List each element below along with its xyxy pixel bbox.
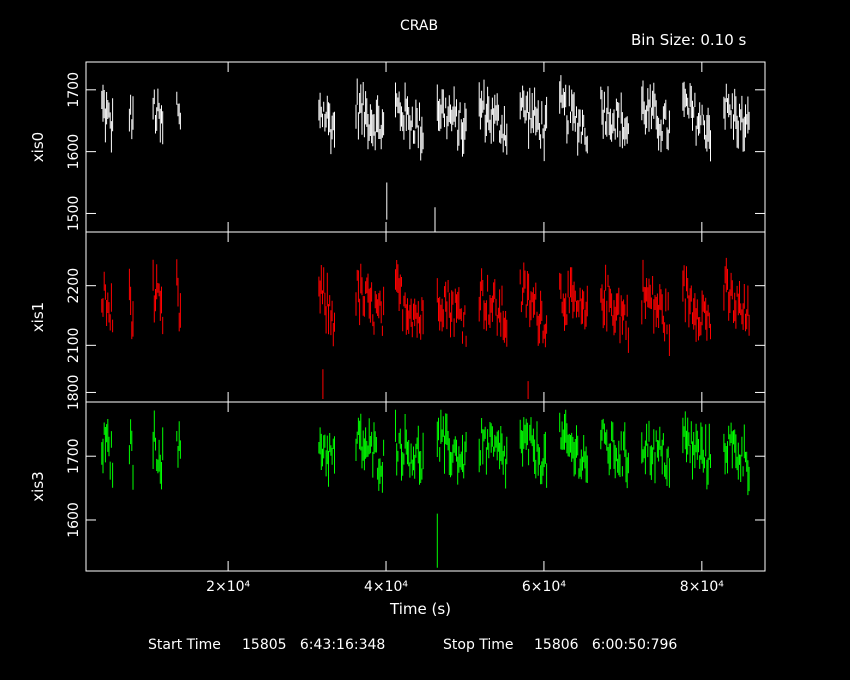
series-xis1-data: [101, 257, 750, 399]
x-tick-label: 8×10⁴: [680, 579, 724, 595]
series-label-xis3: xis3: [29, 471, 47, 501]
chart-title: CRAB: [400, 18, 439, 34]
panel-frame-xis0: [85, 61, 766, 233]
bin-size-label: Bin Size: 0.10 s: [631, 31, 747, 49]
x-tick-label: 2×10⁴: [206, 579, 250, 595]
series-label-xis1: xis1: [29, 302, 47, 332]
panel-frame-xis3: [85, 401, 766, 572]
y-tick-label-xis0: 1600: [66, 134, 82, 170]
y-tick-label-xis1: 2200: [66, 268, 82, 304]
y-tick-label-xis0: 1700: [66, 72, 82, 108]
x-tick-label: 6×10⁴: [522, 579, 566, 595]
series-xis0-data: [101, 75, 750, 232]
stop-time-value: 15806 6:00:50:796: [534, 637, 678, 653]
series-label-xis0: xis0: [29, 132, 47, 162]
stop-time-label: Stop Time: [443, 637, 514, 653]
y-tick-label-xis1: 2100: [66, 328, 82, 364]
y-tick-label-xis3: 1800: [66, 375, 82, 411]
series-xis3-data: [101, 409, 750, 568]
y-tick-label-xis3: 1600: [66, 502, 82, 538]
start-time-value: 15805 6:43:16:348: [242, 637, 386, 653]
x-axis-label: Time (s): [390, 600, 451, 618]
start-time-label: Start Time: [148, 637, 221, 653]
y-tick-label-xis3: 1700: [66, 438, 82, 474]
x-tick-label: 4×10⁴: [364, 579, 408, 595]
y-tick-label-xis0: 1500: [66, 196, 82, 232]
